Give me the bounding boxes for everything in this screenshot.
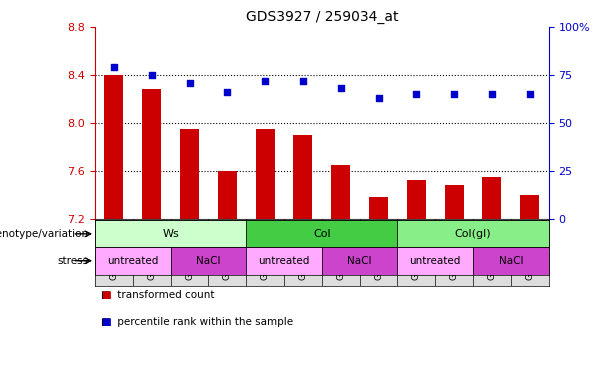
Point <box>223 89 232 95</box>
Text: ■  transformed count: ■ transformed count <box>101 290 215 300</box>
Title: GDS3927 / 259034_at: GDS3927 / 259034_at <box>246 10 398 25</box>
Point <box>487 91 497 97</box>
Text: stress: stress <box>58 256 89 266</box>
Text: GSM420233: GSM420233 <box>147 225 156 280</box>
Text: Ws: Ws <box>162 229 179 239</box>
Point <box>298 78 308 84</box>
Bar <box>170 247 246 275</box>
Bar <box>142 89 161 219</box>
Bar <box>180 129 199 219</box>
Text: NaCl: NaCl <box>498 256 523 266</box>
Text: ■: ■ <box>101 317 111 327</box>
Bar <box>473 247 549 275</box>
Text: GSM420235: GSM420235 <box>223 225 232 280</box>
Bar <box>397 247 473 275</box>
Bar <box>95 247 170 275</box>
Bar <box>520 195 539 219</box>
Text: Col: Col <box>313 229 330 239</box>
Bar <box>218 171 237 219</box>
Text: GSM420238: GSM420238 <box>336 225 345 280</box>
Bar <box>397 220 549 248</box>
Text: Col(gl): Col(gl) <box>455 229 492 239</box>
Text: GSM420232: GSM420232 <box>109 225 118 280</box>
Point <box>336 85 346 91</box>
Text: GSM420240: GSM420240 <box>412 225 421 280</box>
Text: GSM420237: GSM420237 <box>299 225 308 280</box>
Bar <box>104 75 123 219</box>
Text: untreated: untreated <box>107 256 159 266</box>
Text: GSM420239: GSM420239 <box>374 225 383 280</box>
Text: NaCl: NaCl <box>348 256 372 266</box>
Bar <box>256 129 275 219</box>
Bar <box>444 185 463 219</box>
Text: GSM420236: GSM420236 <box>261 225 270 280</box>
Point <box>147 72 156 78</box>
Bar <box>95 220 246 248</box>
Point <box>373 95 384 101</box>
Point <box>449 91 459 97</box>
Point <box>260 78 270 84</box>
Text: NaCl: NaCl <box>196 256 221 266</box>
Text: genotype/variation: genotype/variation <box>0 229 89 239</box>
Point <box>525 91 535 97</box>
Bar <box>482 177 501 219</box>
Text: GSM420243: GSM420243 <box>525 225 535 280</box>
Text: ■: ■ <box>101 290 111 300</box>
Text: untreated: untreated <box>409 256 461 266</box>
Bar <box>322 247 397 275</box>
Bar <box>331 165 350 219</box>
Bar <box>369 197 388 219</box>
Text: ■  percentile rank within the sample: ■ percentile rank within the sample <box>101 317 293 327</box>
Text: untreated: untreated <box>258 256 310 266</box>
Bar <box>407 180 426 219</box>
Bar <box>294 135 313 219</box>
Bar <box>246 247 322 275</box>
Point <box>411 91 421 97</box>
Bar <box>246 220 397 248</box>
Text: GSM420241: GSM420241 <box>449 225 459 280</box>
Text: GSM420242: GSM420242 <box>487 225 497 280</box>
Point <box>185 79 194 86</box>
Text: GSM420234: GSM420234 <box>185 225 194 280</box>
Point <box>109 64 119 70</box>
